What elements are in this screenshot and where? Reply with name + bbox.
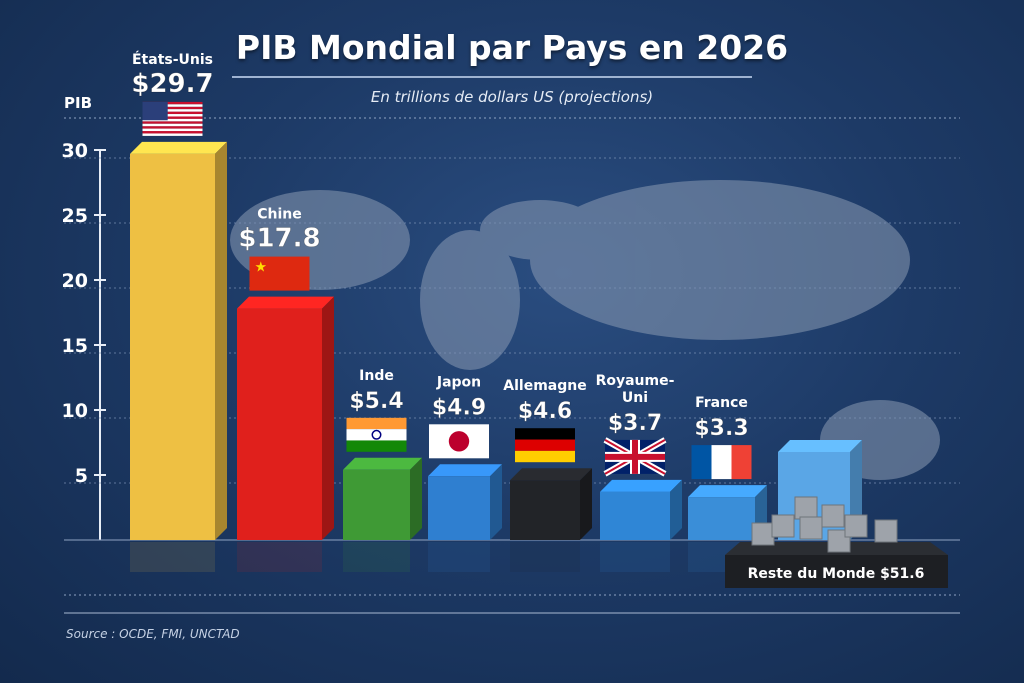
y-axis-label: PIB	[64, 94, 93, 112]
gb-flag-icon	[603, 437, 667, 477]
bar-side-face	[670, 479, 682, 540]
bar-group: $4.6 Allemagne	[503, 378, 592, 572]
bar-value-label: $3.7	[608, 411, 662, 436]
bar-side-face	[490, 464, 502, 540]
bar-top-face	[688, 485, 767, 498]
jp-flag-icon	[429, 424, 489, 459]
us-flag-icon	[142, 101, 203, 136]
y-tick-label: 25	[62, 205, 88, 227]
bar-side-face	[322, 296, 334, 540]
chart-title: PIB Mondial par Pays en 2026	[235, 28, 789, 67]
svg-text:★: ★	[255, 260, 268, 276]
bar	[688, 497, 755, 540]
y-tick-label: 15	[62, 335, 88, 357]
bar-side-face	[580, 468, 592, 540]
bar	[600, 491, 670, 540]
bar-category-label: France	[695, 395, 748, 411]
bar-top-face	[343, 457, 422, 470]
bar-value-label: $17.8	[238, 224, 320, 254]
cube-icon	[771, 514, 795, 538]
bar	[428, 476, 490, 540]
bar-category-label: Inde	[359, 368, 394, 384]
bar-top-face	[428, 464, 502, 477]
bar-top-face	[600, 479, 682, 492]
world-map-backdrop	[230, 180, 940, 480]
de-flag-icon	[515, 428, 575, 463]
bar-category-label: Japon	[436, 374, 481, 390]
rest-of-world-label: Reste du Monde $51.6	[748, 566, 925, 582]
y-tick-label: 20	[62, 270, 88, 292]
bar-category-label: Uni	[622, 390, 648, 406]
y-tick-label: 10	[62, 400, 88, 422]
bar-group: $3.3 France	[688, 395, 767, 572]
bar-value-label: $3.3	[694, 416, 748, 441]
bar	[237, 308, 322, 540]
rest-of-world-group: Reste du Monde $51.6	[725, 440, 948, 588]
cube-icon	[751, 522, 775, 546]
bar-group: $4.9 Japon	[428, 374, 502, 572]
source-note: Source : OCDE, FMI, UNCTAD	[66, 627, 240, 641]
bar-group: $5.4 Inde	[343, 368, 422, 572]
rest-of-world-box-top	[778, 440, 862, 452]
bar	[130, 153, 215, 540]
title-divider	[232, 76, 752, 78]
cube-icon	[821, 504, 845, 528]
bar-reflection	[510, 542, 580, 572]
y-tick-label: 30	[62, 140, 88, 162]
bar-top-face	[130, 141, 227, 154]
chart-subtitle: En trillions de dollars US (projections)	[370, 88, 654, 106]
bar-value-label: $4.6	[518, 399, 572, 424]
bar-category-label: Royaume-	[596, 373, 675, 389]
bar-reflection	[130, 542, 215, 572]
bar-side-face	[215, 141, 227, 540]
cn-flag-icon: ★	[249, 256, 310, 291]
y-tick-label: 5	[75, 465, 88, 487]
bar-category-label: Chine	[257, 207, 302, 223]
cube-icon	[794, 496, 818, 520]
cube-icon	[799, 516, 823, 540]
cube-icon	[844, 514, 868, 538]
bar	[510, 480, 580, 540]
bar-top-face	[237, 296, 334, 309]
bar-reflection	[428, 542, 490, 572]
bar-top-face	[510, 468, 592, 481]
bar-value-label: $29.7	[131, 69, 213, 99]
bar-side-face	[410, 457, 422, 540]
bar-category-label: États-Unis	[132, 51, 213, 68]
cube-icon	[874, 519, 898, 543]
bar-reflection	[600, 542, 670, 572]
bar	[343, 469, 410, 540]
bar-reflection	[237, 542, 322, 572]
bar-value-label: $4.9	[432, 395, 486, 420]
fr-flag-icon	[691, 445, 752, 480]
bar-value-label: $5.4	[349, 389, 403, 414]
bar-reflection	[343, 542, 410, 572]
in-flag-icon	[346, 417, 407, 452]
rest-of-world-platform	[725, 555, 948, 588]
bar-category-label: Allemagne	[503, 378, 586, 394]
